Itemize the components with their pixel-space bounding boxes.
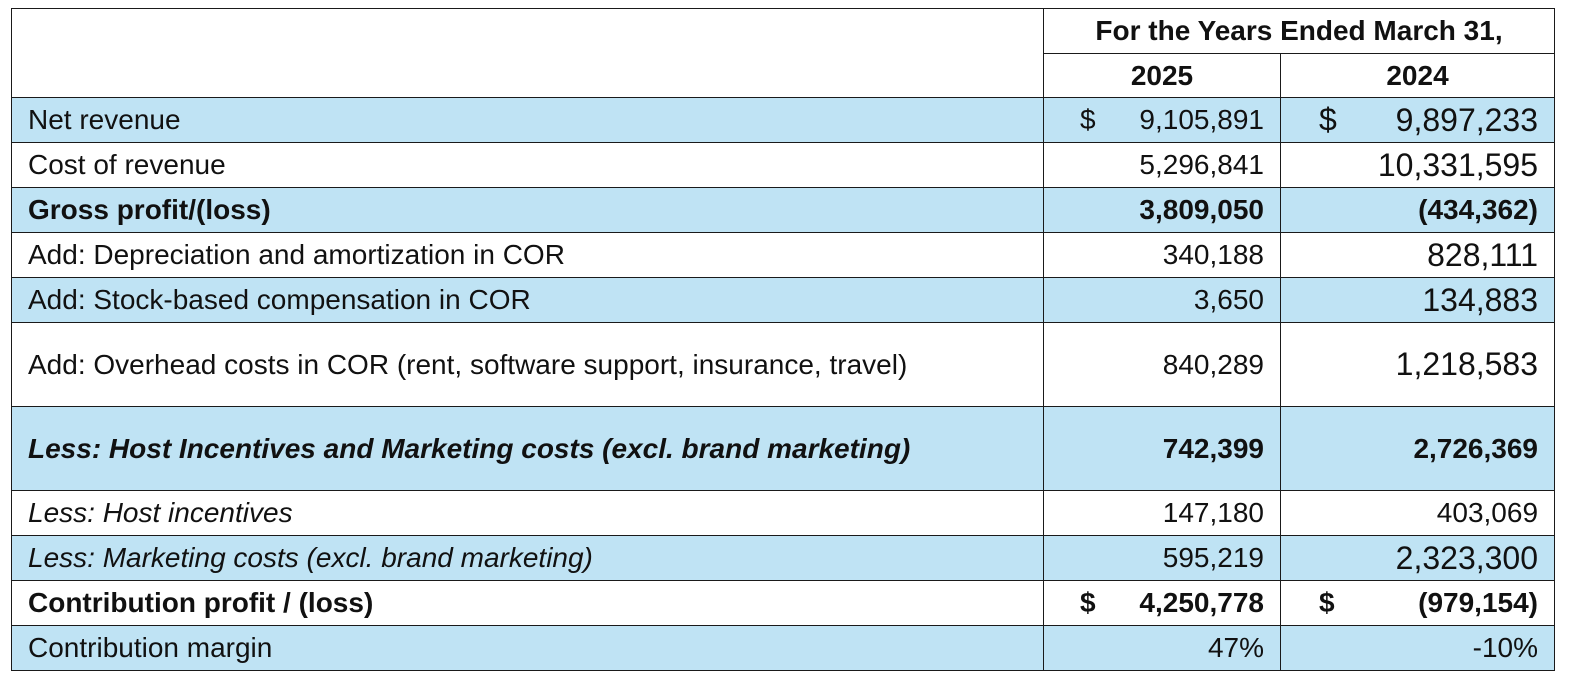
table-row-host-incentives: Less: Host incentives 147,180 403,069 (11, 490, 1556, 536)
currency-symbol: $ (1080, 587, 1096, 618)
currency-symbol: $ (1319, 587, 1335, 618)
value-2024: -10% (1279, 625, 1556, 671)
value-2025: $9,105,891 (1043, 97, 1281, 143)
table-row-net-revenue: Net revenue $9,105,891 $9,897,233 (11, 97, 1556, 143)
value-2024: 134,883 (1279, 277, 1556, 323)
row-label: Add: Stock-based compensation in COR (11, 277, 1044, 323)
value-2025: 340,188 (1043, 232, 1281, 278)
value-2025: 3,809,050 (1043, 187, 1281, 233)
value-2024: $ (979,154) (1279, 580, 1556, 626)
year-2024-header: 2024 (1279, 53, 1556, 98)
value-2025: 595,219 (1043, 535, 1281, 581)
value-2024: 403,069 (1279, 490, 1556, 536)
row-label: Contribution profit / (loss) (11, 580, 1044, 626)
currency-symbol: $ (1319, 101, 1337, 138)
row-label: Add: Depreciation and amortization in CO… (11, 232, 1044, 278)
table-row-gross-profit: Gross profit/(loss) 3,809,050 (434,362) (11, 187, 1556, 233)
value-2024: 10,331,595 (1279, 142, 1556, 188)
header-blank-cell (11, 8, 1044, 98)
table-row-host-incentives-marketing: Less: Host Incentives and Marketing cost… (11, 406, 1556, 491)
row-label: Cost of revenue (11, 142, 1044, 188)
value-2024: (434,362) (1279, 187, 1556, 233)
header-row-period: For the Years Ended March 31, (11, 8, 1556, 98)
value-2024: 2,726,369 (1279, 406, 1556, 491)
value-text: (979,154) (1418, 587, 1539, 618)
row-label: Contribution margin (11, 625, 1044, 671)
year-2025-header: 2025 (1043, 53, 1281, 98)
value-2025: 3,650 (1043, 277, 1281, 323)
table-row-depreciation: Add: Depreciation and amortization in CO… (11, 232, 1556, 278)
table-row-marketing-costs: Less: Marketing costs (excl. brand marke… (11, 535, 1556, 581)
value-2024: $9,897,233 (1279, 97, 1556, 143)
row-label: Gross profit/(loss) (11, 187, 1044, 233)
value-text: 4,250,778 (1139, 587, 1264, 618)
value-2025: 840,289 (1043, 322, 1281, 407)
period-label: For the Years Ended March 31, (1042, 8, 1556, 54)
row-label: Net revenue (11, 97, 1044, 143)
table-row-stock-based-comp: Add: Stock-based compensation in COR 3,6… (11, 277, 1556, 323)
row-label: Less: Marketing costs (excl. brand marke… (11, 535, 1044, 581)
currency-symbol: $ (1080, 104, 1096, 135)
value-2024: 2,323,300 (1279, 535, 1556, 581)
value-2024: 828,111 (1279, 232, 1556, 278)
value-2025: 147,180 (1043, 490, 1281, 536)
row-label: Less: Host incentives (11, 490, 1044, 536)
header-row-years: 2025 2024 (12, 53, 1556, 98)
value-2025: 742,399 (1043, 406, 1281, 491)
value-2025: $4,250,778 (1043, 580, 1281, 626)
table-row-contribution-margin: Contribution margin 47% -10% (11, 625, 1556, 671)
contribution-profit-table: For the Years Ended March 31, 2025 2024 … (11, 8, 1556, 671)
value-text: 9,105,891 (1139, 104, 1264, 135)
value-2025: 47% (1043, 625, 1281, 671)
row-label: Add: Overhead costs in COR (rent, softwa… (11, 322, 1044, 407)
value-2025: 5,296,841 (1043, 142, 1281, 188)
value-text: 9,897,233 (1395, 101, 1539, 138)
table-row-overhead-costs: Add: Overhead costs in COR (rent, softwa… (11, 322, 1556, 407)
table-row-cost-of-revenue: Cost of revenue 5,296,841 10,331,595 (11, 142, 1556, 188)
value-2024: 1,218,583 (1279, 322, 1556, 407)
table-row-contribution-profit: Contribution profit / (loss) $4,250,778 … (11, 580, 1556, 626)
row-label: Less: Host Incentives and Marketing cost… (11, 406, 1044, 491)
